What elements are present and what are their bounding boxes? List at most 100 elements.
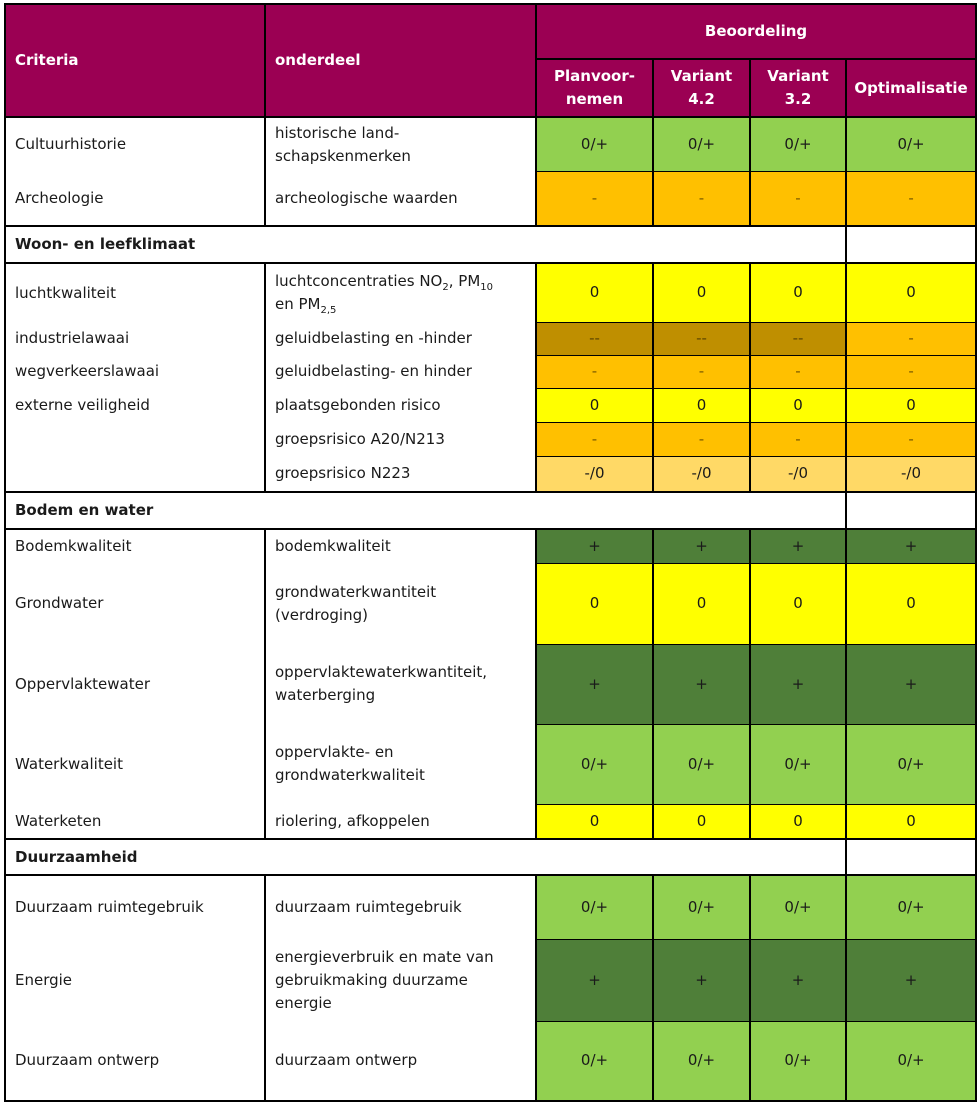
criteria-cell: industrielawaai — [4, 322, 266, 355]
score-cell: - — [535, 354, 654, 389]
criteria-cell: Energie — [4, 939, 266, 1021]
criteria-cell: Oppervlaktewater — [4, 644, 266, 724]
score-cell: + — [652, 938, 751, 1022]
score-cell: - — [844, 421, 978, 457]
table-row: externe veiligheid plaatsgebonden risico… — [4, 387, 978, 423]
score-cell: 0 — [749, 803, 847, 840]
score-cell: 0 — [652, 562, 751, 645]
score-cell: + — [844, 643, 978, 725]
score-cell: 0/+ — [652, 874, 751, 940]
score-cell: 0 — [844, 387, 978, 423]
onderdeel-cell: groepsrisico N223 — [264, 456, 537, 492]
criteria-cell: Grondwater — [4, 563, 266, 644]
score-cell: 0/+ — [844, 1020, 978, 1102]
score-cell: 0/+ — [749, 1020, 847, 1102]
table-row: industrielawaai geluidbelasting en -hind… — [4, 321, 978, 356]
header-criteria: Criteria — [4, 3, 266, 118]
score-cell: -/0 — [749, 455, 847, 493]
header-beoordeling: Beoordeling — [534, 3, 978, 60]
onderdeel-sub-a: 2 — [442, 282, 449, 293]
score-cell: 0 — [749, 262, 847, 323]
score-cell: -/0 — [652, 455, 751, 493]
section-row: Woon- en leefklimaat — [4, 225, 978, 264]
score-cell: 0 — [535, 387, 654, 423]
table-row: Oppervlaktewater oppervlaktewaterkwantit… — [4, 643, 978, 725]
criteria-cell: Duurzaam ontwerp — [4, 1021, 266, 1102]
score-cell: + — [535, 528, 654, 564]
section-row: Bodem en water — [4, 491, 978, 530]
table-row: Cultuurhistorie historische land- schaps… — [4, 116, 978, 172]
score-cell: -/0 — [535, 455, 654, 493]
header-variant-4-2: Variant 4.2 — [652, 58, 751, 118]
score-cell: - — [749, 170, 847, 227]
onderdeel-cell: luchtconcentraties NO2, PM10 en PM2,5 — [264, 263, 537, 322]
header-optimalisatie: Optimalisatie — [844, 58, 978, 118]
score-cell: + — [535, 643, 654, 725]
score-cell: + — [749, 528, 847, 564]
assessment-table-page: Criteria onderdeel Beoordeling Planvoor-… — [4, 3, 978, 1102]
table-row: groepsrisico N223 -/0 -/0 -/0 -/0 — [4, 455, 978, 493]
onderdeel-text-a: luchtconcentraties NO — [275, 272, 443, 290]
table-row: Waterkwaliteit oppervlakte- en grondwate… — [4, 723, 978, 805]
section-title: Bodem en water — [4, 491, 847, 530]
criteria-cell: wegverkeerslawaai — [4, 355, 266, 388]
header-onderdeel: onderdeel — [264, 3, 537, 118]
score-cell: + — [652, 643, 751, 725]
score-cell: 0 — [749, 562, 847, 645]
score-cell: 0/+ — [749, 874, 847, 940]
table-row: groepsrisico A20/N213 - - - - — [4, 421, 978, 457]
section-spacer — [844, 838, 978, 876]
section-row: Duurzaamheid — [4, 838, 978, 876]
score-cell: - — [844, 354, 978, 389]
onderdeel-cell: archeologische waarden — [264, 171, 537, 226]
score-cell: - — [844, 170, 978, 227]
score-cell: 0 — [535, 803, 654, 840]
score-cell: 0 — [844, 262, 978, 323]
score-cell: + — [749, 938, 847, 1022]
score-cell: - — [652, 354, 751, 389]
section-spacer — [844, 491, 978, 530]
onderdeel-sub-c: 2,5 — [320, 305, 337, 316]
onderdeel-cell: geluidbelasting en -hinder — [264, 322, 537, 355]
score-cell: -- — [749, 321, 847, 356]
score-cell: 0/+ — [749, 723, 847, 805]
score-cell: 0/+ — [535, 874, 654, 940]
section-title: Woon- en leefklimaat — [4, 225, 847, 264]
section-title: Duurzaamheid — [4, 838, 847, 876]
score-cell: + — [749, 643, 847, 725]
table-row: Energie energieverbruik en mate van gebr… — [4, 938, 978, 1022]
score-cell: - — [844, 321, 978, 356]
table-row: wegverkeerslawaai geluidbelasting- en hi… — [4, 354, 978, 389]
table-row: Bodemkwaliteit bodemkwaliteit + + + + — [4, 528, 978, 564]
score-cell: 0 — [535, 562, 654, 645]
score-cell: 0 — [652, 803, 751, 840]
onderdeel-cell: oppervlakte- en grondwaterkwaliteit — [264, 724, 537, 804]
onderdeel-cell: grondwaterkwantiteit (verdroging) — [264, 563, 537, 644]
score-cell: 0/+ — [844, 723, 978, 805]
onderdeel-sub-b: 10 — [480, 282, 493, 293]
score-cell: 0 — [844, 562, 978, 645]
score-cell: 0/+ — [652, 1020, 751, 1102]
header-row-1: Criteria onderdeel Beoordeling — [4, 3, 978, 118]
onderdeel-text-b: , PM — [448, 272, 481, 290]
table-row: Duurzaam ruimtegebruik duurzaam ruimtege… — [4, 874, 978, 940]
onderdeel-cell: duurzaam ruimtegebruik — [264, 875, 537, 939]
score-cell: 0 — [652, 387, 751, 423]
onderdeel-cell: groepsrisico A20/N213 — [264, 422, 537, 456]
score-cell: - — [749, 354, 847, 389]
section-spacer — [844, 225, 978, 264]
score-cell: 0/+ — [749, 116, 847, 172]
criteria-cell — [4, 456, 266, 492]
score-cell: - — [535, 170, 654, 227]
score-cell: + — [844, 938, 978, 1022]
score-cell: + — [652, 528, 751, 564]
criteria-cell: Archeologie — [4, 171, 266, 226]
criteria-cell: Duurzaam ruimtegebruik — [4, 875, 266, 939]
score-cell: - — [535, 421, 654, 457]
onderdeel-cell: historische land- schapskenmerken — [264, 116, 537, 171]
score-cell: 0 — [535, 262, 654, 323]
onderdeel-cell: geluidbelasting- en hinder — [264, 355, 537, 388]
score-cell: 0 — [749, 387, 847, 423]
onderdeel-cell: riolering, afkoppelen — [264, 804, 537, 839]
table-row: Grondwater grondwaterkwantiteit (verdrog… — [4, 562, 978, 645]
